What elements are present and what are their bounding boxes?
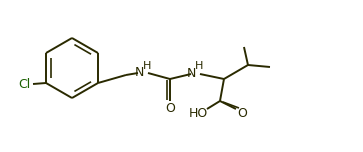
Text: N: N (186, 67, 196, 79)
Text: H: H (143, 61, 151, 71)
Text: H: H (195, 61, 203, 71)
Text: O: O (165, 102, 175, 114)
Text: Cl: Cl (18, 78, 30, 92)
Text: HO: HO (188, 107, 208, 119)
Text: O: O (237, 107, 247, 119)
Text: N: N (134, 66, 144, 78)
